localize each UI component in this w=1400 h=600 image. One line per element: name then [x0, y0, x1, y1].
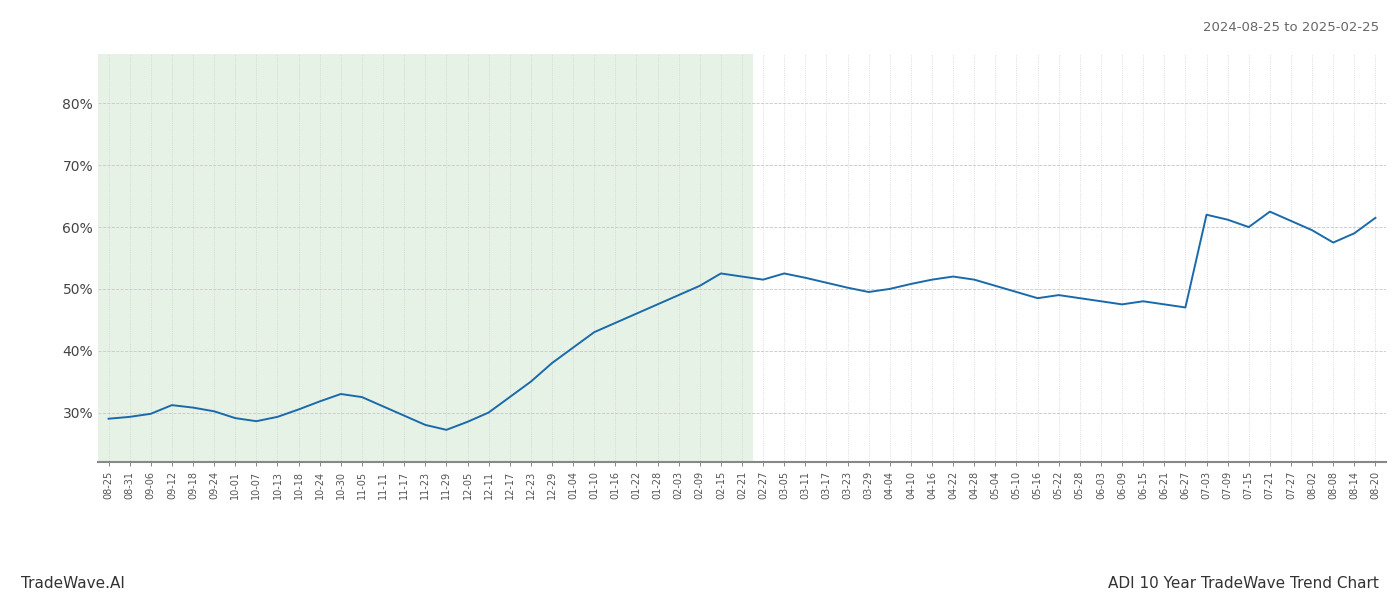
Text: 2024-08-25 to 2025-02-25: 2024-08-25 to 2025-02-25 — [1203, 21, 1379, 34]
Text: ADI 10 Year TradeWave Trend Chart: ADI 10 Year TradeWave Trend Chart — [1109, 576, 1379, 591]
Bar — [98, 54, 753, 462]
Text: TradeWave.AI: TradeWave.AI — [21, 576, 125, 591]
